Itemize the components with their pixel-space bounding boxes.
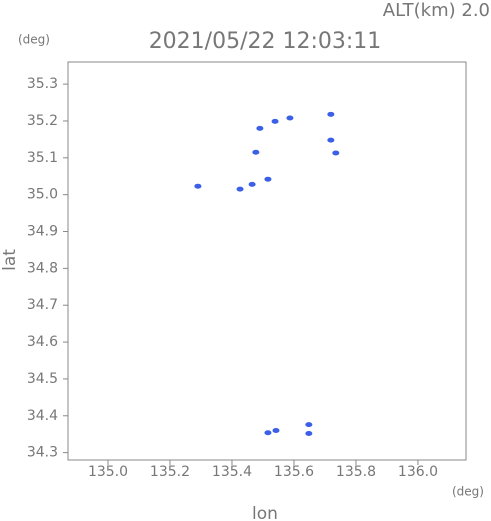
y-tick-label: 34.8: [27, 260, 58, 276]
y-tick-label: 35.1: [27, 150, 58, 166]
x-unit: (deg): [452, 485, 484, 499]
point: [286, 115, 294, 121]
x-tick-label: 135.0: [88, 464, 128, 480]
y-axis-label: lat: [0, 249, 20, 271]
x-axis-label: lon: [252, 504, 278, 521]
chart-title: 2021/05/22 12:03:11: [149, 29, 382, 54]
point: [252, 149, 260, 155]
y-unit: (deg): [18, 33, 50, 47]
point: [264, 176, 272, 182]
point: [271, 118, 279, 124]
y-tick-label: 35.0: [27, 187, 58, 203]
y-tick-label: 34.6: [27, 334, 58, 350]
point: [305, 430, 313, 436]
x-tick-label: 135.2: [150, 464, 190, 480]
x-tick-label: 136.0: [398, 464, 438, 480]
annotation: ALT(km) 2.0: [383, 0, 490, 21]
y-tick-label: 35.3: [27, 76, 58, 92]
y-tick-label: 34.7: [27, 297, 58, 313]
point: [327, 137, 335, 143]
x-tick-label: 135.8: [336, 464, 376, 480]
point: [272, 428, 280, 434]
y-tick-label: 34.3: [27, 445, 58, 461]
x-tick-label: 135.6: [274, 464, 314, 480]
y-tick-label: 35.2: [27, 113, 58, 129]
y-tick-label: 34.4: [27, 408, 58, 424]
point: [248, 181, 256, 187]
plot-frame: [67, 61, 467, 461]
x-tick-label: 135.4: [212, 464, 252, 480]
point: [264, 430, 272, 436]
point: [236, 186, 244, 192]
point: [327, 111, 335, 117]
y-tick-label: 34.5: [27, 371, 58, 387]
point: [194, 183, 202, 189]
y-tick-label: 34.9: [27, 224, 58, 240]
point: [332, 150, 340, 156]
point: [305, 422, 313, 428]
point: [256, 125, 264, 131]
